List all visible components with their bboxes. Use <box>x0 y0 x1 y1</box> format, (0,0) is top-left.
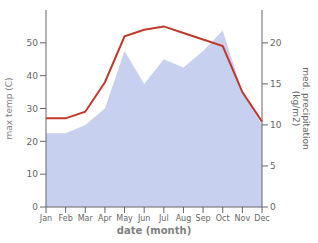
svg-text:30: 30 <box>27 104 39 114</box>
svg-text:20: 20 <box>270 38 282 48</box>
svg-text:Dec: Dec <box>254 214 269 223</box>
svg-text:Sep: Sep <box>196 214 211 223</box>
svg-text:Jun: Jun <box>137 214 151 223</box>
svg-text:med. precipitation(kg/m2): med. precipitation(kg/m2) <box>291 67 310 149</box>
svg-text:40: 40 <box>27 71 39 81</box>
svg-text:50: 50 <box>27 38 39 48</box>
svg-text:Mar: Mar <box>78 214 94 223</box>
svg-text:max temp (C): max temp (C) <box>8 77 14 139</box>
svg-text:10: 10 <box>270 120 282 130</box>
svg-text:Aug: Aug <box>176 214 192 223</box>
svg-text:Oct: Oct <box>216 214 230 223</box>
svg-text:Jan: Jan <box>39 214 52 223</box>
svg-text:Apr: Apr <box>98 214 113 223</box>
svg-text:Nov: Nov <box>235 214 251 223</box>
svg-text:15: 15 <box>270 79 281 89</box>
svg-text:date (month): date (month) <box>117 225 191 236</box>
svg-text:Jul: Jul <box>158 214 169 223</box>
svg-text:20: 20 <box>27 137 39 147</box>
svg-text:10: 10 <box>27 169 39 179</box>
svg-text:0: 0 <box>32 202 38 212</box>
svg-text:May: May <box>116 214 133 223</box>
svg-text:Feb: Feb <box>59 214 73 223</box>
svg-text:0: 0 <box>270 202 276 212</box>
svg-text:5: 5 <box>270 161 276 171</box>
